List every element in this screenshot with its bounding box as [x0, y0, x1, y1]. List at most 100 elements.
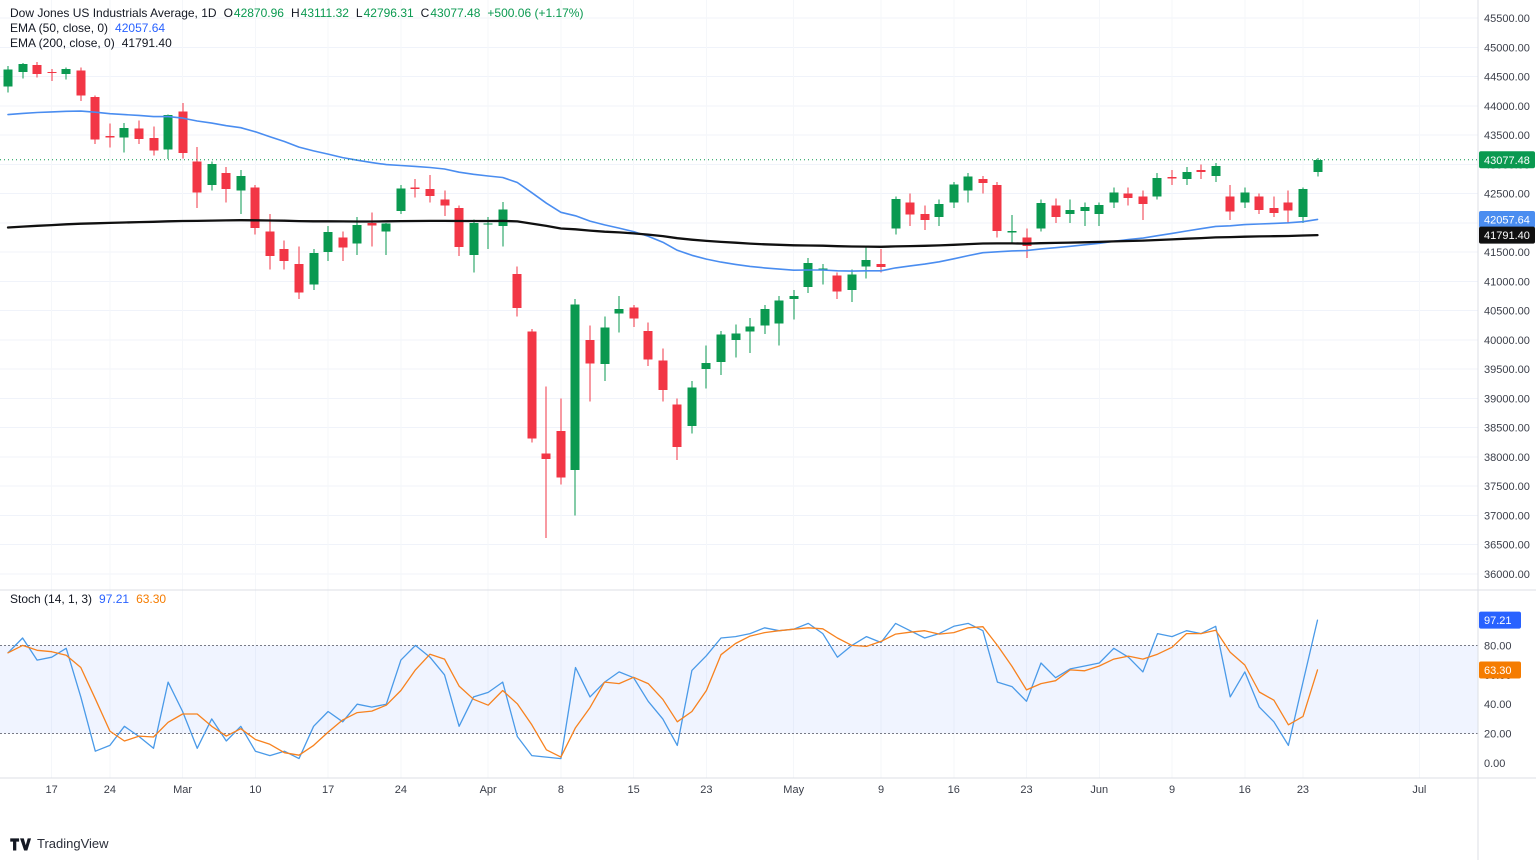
candle[interactable]	[1240, 192, 1250, 203]
candle[interactable]	[1313, 159, 1323, 172]
candle[interactable]	[760, 309, 770, 326]
candle[interactable]	[1109, 192, 1119, 203]
candle[interactable]	[90, 97, 100, 140]
candle[interactable]	[963, 176, 973, 191]
candle[interactable]	[454, 208, 464, 248]
candle[interactable]	[469, 222, 479, 256]
candle[interactable]	[1007, 231, 1017, 233]
candle[interactable]	[1123, 193, 1133, 198]
candle[interactable]	[905, 202, 915, 215]
candle[interactable]	[1196, 170, 1206, 173]
candle[interactable]	[61, 69, 71, 75]
candle[interactable]	[105, 136, 115, 138]
candle[interactable]	[338, 237, 348, 248]
candle[interactable]	[658, 360, 668, 391]
time-axis[interactable]: 17 24 Mar 10 17 24 Apr 8 15 23 May 9 16 23 Jun 9 16 23 Jul	[46, 784, 1427, 796]
candle[interactable]	[745, 326, 755, 332]
candle[interactable]	[556, 431, 566, 478]
candle[interactable]	[847, 274, 857, 291]
candle[interactable]	[818, 268, 828, 270]
candle[interactable]	[600, 327, 610, 364]
candle[interactable]	[512, 273, 522, 308]
candle[interactable]	[1254, 196, 1264, 211]
candle[interactable]	[1036, 202, 1046, 229]
candle[interactable]	[585, 339, 595, 364]
candle[interactable]	[483, 223, 493, 225]
candles[interactable]	[3, 62, 1323, 539]
candle[interactable]	[352, 224, 362, 244]
candle[interactable]	[76, 70, 86, 96]
candle[interactable]	[949, 184, 959, 203]
candle[interactable]	[1298, 188, 1308, 217]
candle[interactable]	[789, 295, 799, 299]
candle[interactable]	[32, 64, 42, 74]
candle[interactable]	[265, 231, 275, 257]
candle[interactable]	[629, 307, 639, 319]
candle[interactable]	[1211, 166, 1221, 177]
candle[interactable]	[236, 175, 246, 191]
candle[interactable]	[1269, 208, 1279, 213]
candle[interactable]	[803, 262, 813, 288]
candle[interactable]	[207, 163, 217, 185]
candle[interactable]	[1022, 237, 1032, 247]
candle[interactable]	[440, 199, 450, 206]
candle[interactable]	[1283, 202, 1293, 211]
symbol-title[interactable]: Dow Jones US Industrials Average, 1D	[10, 6, 217, 20]
candle[interactable]	[250, 187, 260, 228]
candle[interactable]	[279, 249, 289, 261]
candle[interactable]	[1167, 177, 1177, 179]
tradingview-logo-icon[interactable]	[10, 837, 31, 851]
candle[interactable]	[891, 198, 901, 229]
candle[interactable]	[178, 111, 188, 154]
candle[interactable]	[367, 222, 377, 226]
candle[interactable]	[1225, 196, 1235, 212]
candle[interactable]	[920, 214, 930, 220]
candle[interactable]	[832, 275, 842, 292]
candle[interactable]	[643, 331, 653, 360]
ema200-legend[interactable]: EMA (200, close, 0) 41791.40	[10, 36, 172, 51]
stoch-legend[interactable]: Stoch (14, 1, 3) 97.21 63.30	[10, 592, 166, 607]
ema50-legend[interactable]: EMA (50, close, 0) 42057.64	[10, 21, 165, 36]
candle[interactable]	[541, 453, 551, 459]
candle[interactable]	[876, 263, 886, 267]
candle[interactable]	[934, 203, 944, 217]
candle[interactable]	[192, 161, 202, 193]
candle[interactable]	[396, 188, 406, 212]
candle[interactable]	[381, 223, 391, 232]
candle[interactable]	[410, 187, 420, 189]
candle[interactable]	[1152, 178, 1162, 197]
candle[interactable]	[1182, 172, 1192, 179]
candle[interactable]	[221, 173, 231, 189]
candle[interactable]	[1051, 205, 1061, 218]
candle[interactable]	[701, 362, 711, 370]
candle[interactable]	[731, 333, 741, 340]
candle[interactable]	[294, 263, 304, 293]
candle[interactable]	[774, 300, 784, 324]
candle[interactable]	[149, 137, 159, 151]
candle[interactable]	[687, 387, 697, 426]
candle[interactable]	[978, 178, 988, 184]
candle[interactable]	[119, 127, 129, 138]
candle[interactable]	[672, 404, 682, 447]
candle[interactable]	[163, 115, 173, 150]
candle[interactable]	[570, 304, 580, 471]
candle[interactable]	[323, 232, 333, 253]
candle[interactable]	[3, 69, 13, 87]
candle[interactable]	[18, 64, 28, 72]
candle[interactable]	[614, 309, 624, 314]
main-legend[interactable]: Dow Jones US Industrials Average, 1D O 4…	[10, 6, 583, 21]
candle[interactable]	[992, 184, 1002, 232]
candle[interactable]	[716, 334, 726, 363]
candle[interactable]	[1065, 210, 1075, 215]
price-axis[interactable]: 45500.00 45000.00 44500.00 44000.00 43500.00…	[1484, 13, 1530, 581]
brand-name[interactable]: TradingView	[37, 836, 109, 851]
candle[interactable]	[1080, 207, 1090, 212]
candle[interactable]	[1138, 196, 1148, 205]
candle[interactable]	[1094, 204, 1104, 215]
candle[interactable]	[134, 128, 144, 139]
candle[interactable]	[309, 252, 319, 285]
candle[interactable]	[47, 71, 57, 74]
candle[interactable]	[425, 188, 435, 197]
